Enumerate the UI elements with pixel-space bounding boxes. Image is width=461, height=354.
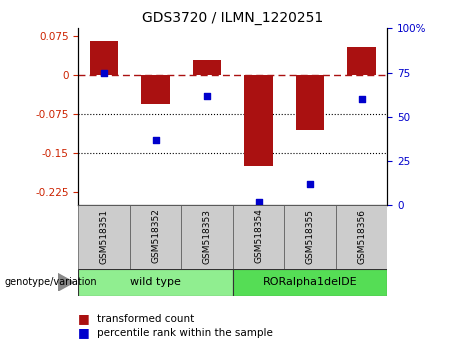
Bar [90,41,118,75]
Text: GSM518354: GSM518354 [254,209,263,263]
Bar [142,75,170,104]
Point [358,96,365,102]
Bar [193,59,221,75]
Bar [284,205,336,269]
Point [306,181,313,187]
Text: transformed count: transformed count [97,314,194,324]
Bar [233,205,284,269]
Text: genotype/variation: genotype/variation [5,277,97,287]
Bar [347,46,376,75]
Text: GSM518353: GSM518353 [202,209,212,263]
Point [203,93,211,98]
Text: RORalpha1delDE: RORalpha1delDE [263,277,357,287]
Bar [233,269,387,296]
Bar [181,205,233,269]
Bar [296,75,324,130]
Bar [130,205,181,269]
Point [152,137,160,143]
Text: GSM518351: GSM518351 [100,209,109,263]
Text: wild type: wild type [130,277,181,287]
Point [100,70,108,75]
Bar [336,205,387,269]
Title: GDS3720 / ILMN_1220251: GDS3720 / ILMN_1220251 [142,11,324,24]
Bar [78,269,233,296]
Text: ■: ■ [78,312,90,325]
Text: percentile rank within the sample: percentile rank within the sample [97,328,273,338]
Polygon shape [58,273,74,291]
Text: GSM518352: GSM518352 [151,209,160,263]
Bar [78,205,130,269]
Text: GSM518356: GSM518356 [357,209,366,263]
Text: GSM518355: GSM518355 [306,209,314,263]
Point [255,199,262,205]
Text: ■: ■ [78,326,90,339]
Bar [244,75,273,166]
